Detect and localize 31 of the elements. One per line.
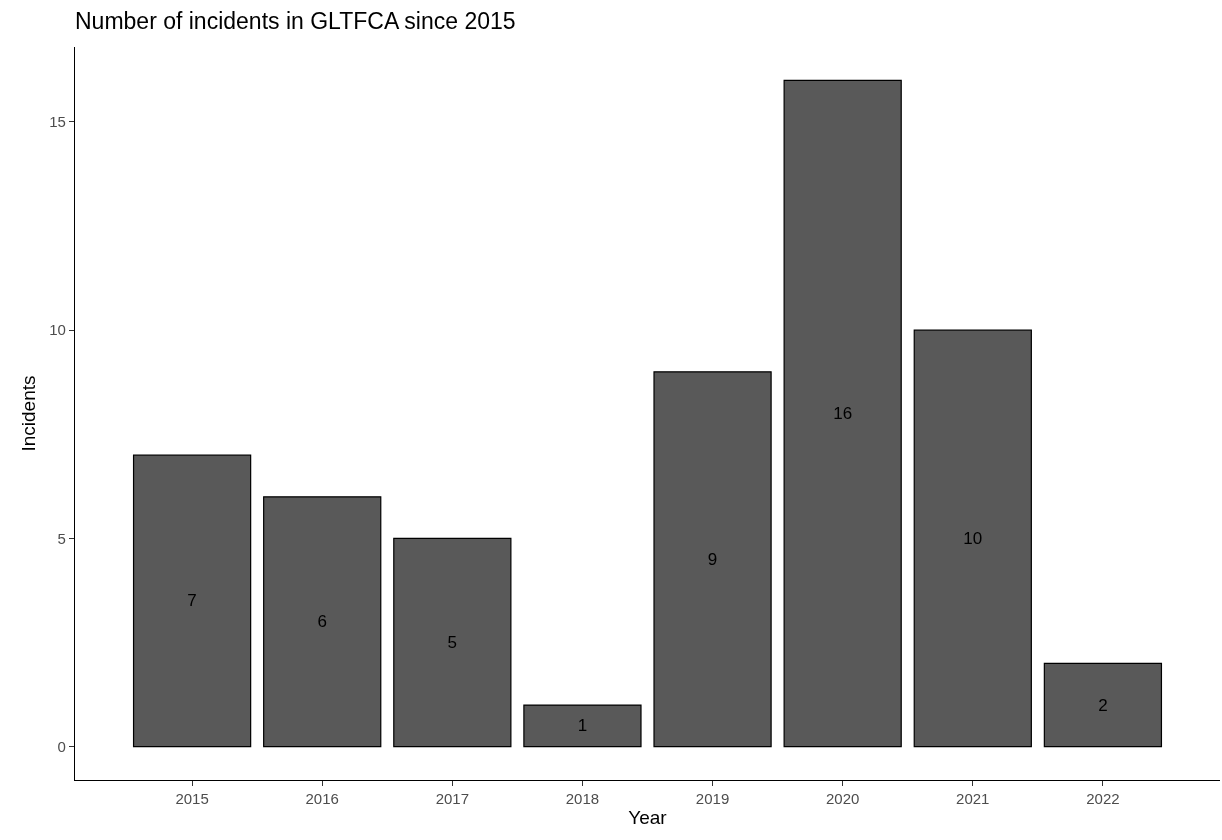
bar bbox=[393, 537, 512, 748]
y-tick-label: 0 bbox=[57, 737, 66, 755]
y-axis-title: Incidents bbox=[18, 375, 40, 452]
x-tick-label: 2018 bbox=[565, 790, 600, 808]
x-axis-title: Year bbox=[628, 806, 668, 828]
y-tick-label: 10 bbox=[49, 321, 66, 339]
x-tick-label: 2017 bbox=[435, 790, 470, 808]
bar bbox=[913, 329, 1032, 748]
data-label: 7 bbox=[187, 591, 197, 611]
data-label: 6 bbox=[317, 612, 327, 632]
data-label: 2 bbox=[1098, 695, 1108, 715]
data-label: 5 bbox=[447, 633, 458, 653]
bar bbox=[132, 454, 252, 748]
bar bbox=[653, 371, 772, 748]
bar bbox=[783, 79, 902, 748]
y-tick-label: 5 bbox=[57, 529, 66, 547]
bar bbox=[263, 496, 382, 748]
data-label: 10 bbox=[963, 528, 983, 548]
x-tick-label: 2019 bbox=[695, 790, 730, 808]
x-tick-label: 2015 bbox=[175, 790, 209, 808]
y-tick-label: 15 bbox=[49, 113, 66, 131]
bar bbox=[1043, 662, 1163, 748]
x-tick-label: 2016 bbox=[305, 790, 339, 808]
data-label: 16 bbox=[833, 404, 853, 423]
x-tick-label: 2021 bbox=[956, 790, 990, 808]
x-tick-label: 2020 bbox=[825, 790, 860, 808]
data-label: 9 bbox=[707, 549, 718, 569]
data-label: 1 bbox=[577, 716, 588, 736]
bar bbox=[523, 704, 642, 748]
chart-title: Number of incidents in GLTFCA since 2015 bbox=[75, 7, 516, 34]
x-tick-label: 2022 bbox=[1086, 790, 1120, 808]
